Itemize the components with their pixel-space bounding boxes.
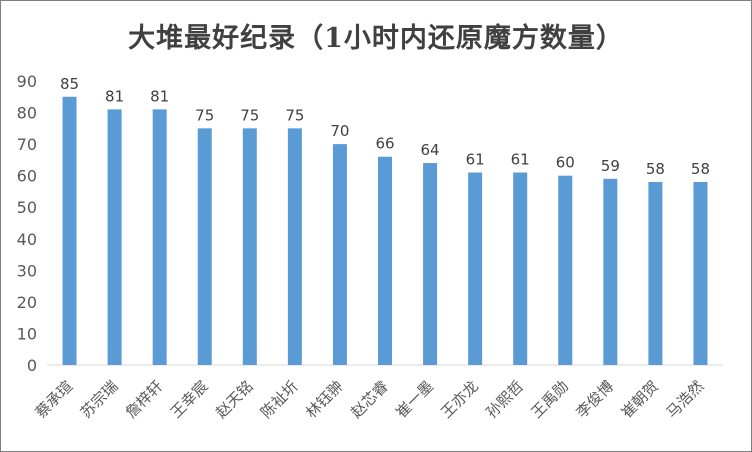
y-tick-label: 0 bbox=[27, 356, 37, 375]
data-label: 81 bbox=[105, 87, 124, 105]
bar bbox=[287, 128, 302, 365]
data-label: 59 bbox=[601, 157, 620, 175]
data-label: 75 bbox=[240, 106, 259, 124]
data-label: 75 bbox=[195, 106, 214, 124]
bar bbox=[332, 144, 347, 365]
y-tick-label: 80 bbox=[17, 104, 37, 123]
bar bbox=[513, 172, 528, 365]
y-tick-label: 60 bbox=[17, 167, 37, 186]
y-tick-label: 10 bbox=[17, 324, 37, 343]
bar bbox=[648, 181, 663, 365]
x-tick-label: 李俊博 bbox=[573, 377, 618, 422]
bar bbox=[378, 156, 392, 365]
data-label: 75 bbox=[285, 106, 304, 124]
x-tick-label: 赵芯睿 bbox=[347, 377, 392, 422]
data-label: 85 bbox=[60, 75, 79, 93]
x-tick-label: 马浩然 bbox=[663, 377, 708, 422]
x-tick-label: 崔朝贺 bbox=[618, 377, 663, 422]
y-tick-label: 50 bbox=[17, 198, 37, 217]
data-label: 81 bbox=[150, 87, 169, 105]
data-label: 66 bbox=[375, 135, 394, 153]
data-label: 70 bbox=[330, 122, 349, 140]
bar bbox=[197, 128, 212, 365]
x-tick-label: 崔一墨 bbox=[392, 377, 437, 422]
bar bbox=[693, 181, 708, 365]
data-label: 58 bbox=[646, 160, 665, 178]
x-tick-label: 苏宗瑞 bbox=[77, 377, 122, 422]
data-label: 58 bbox=[691, 160, 710, 178]
y-tick-label: 20 bbox=[17, 293, 37, 312]
y-tick-label: 40 bbox=[17, 230, 37, 249]
bar bbox=[107, 109, 122, 366]
data-label: 60 bbox=[556, 154, 575, 172]
data-label: 64 bbox=[421, 141, 440, 159]
bar bbox=[468, 172, 483, 365]
x-tick-label: 赵天铭 bbox=[212, 377, 257, 422]
chart-title: 大堆最好纪录（1小时内还原魔方数量） bbox=[128, 23, 624, 54]
bar bbox=[242, 128, 257, 365]
x-tick-label: 蔡承瑄 bbox=[32, 377, 77, 422]
bar bbox=[603, 178, 618, 365]
x-tick-label: 陈祉圻 bbox=[257, 377, 302, 422]
x-tick-label: 孙熙哲 bbox=[482, 377, 527, 422]
y-tick-label: 30 bbox=[17, 261, 37, 280]
y-tick-label: 70 bbox=[17, 135, 37, 154]
x-tick-label: 王亦龙 bbox=[437, 377, 482, 422]
x-tick-label: 王幸宸 bbox=[167, 377, 212, 422]
x-tick-label: 詹梓轩 bbox=[122, 377, 167, 422]
x-tick-label: 王禹勋 bbox=[528, 377, 573, 422]
data-label: 61 bbox=[511, 151, 530, 169]
bar bbox=[62, 96, 77, 366]
x-tick-label: 林钰翀 bbox=[302, 377, 347, 422]
bar bbox=[152, 109, 167, 366]
y-tick-label: 90 bbox=[17, 72, 37, 91]
data-label: 61 bbox=[466, 151, 485, 169]
bar bbox=[423, 163, 438, 365]
bar bbox=[558, 175, 573, 365]
